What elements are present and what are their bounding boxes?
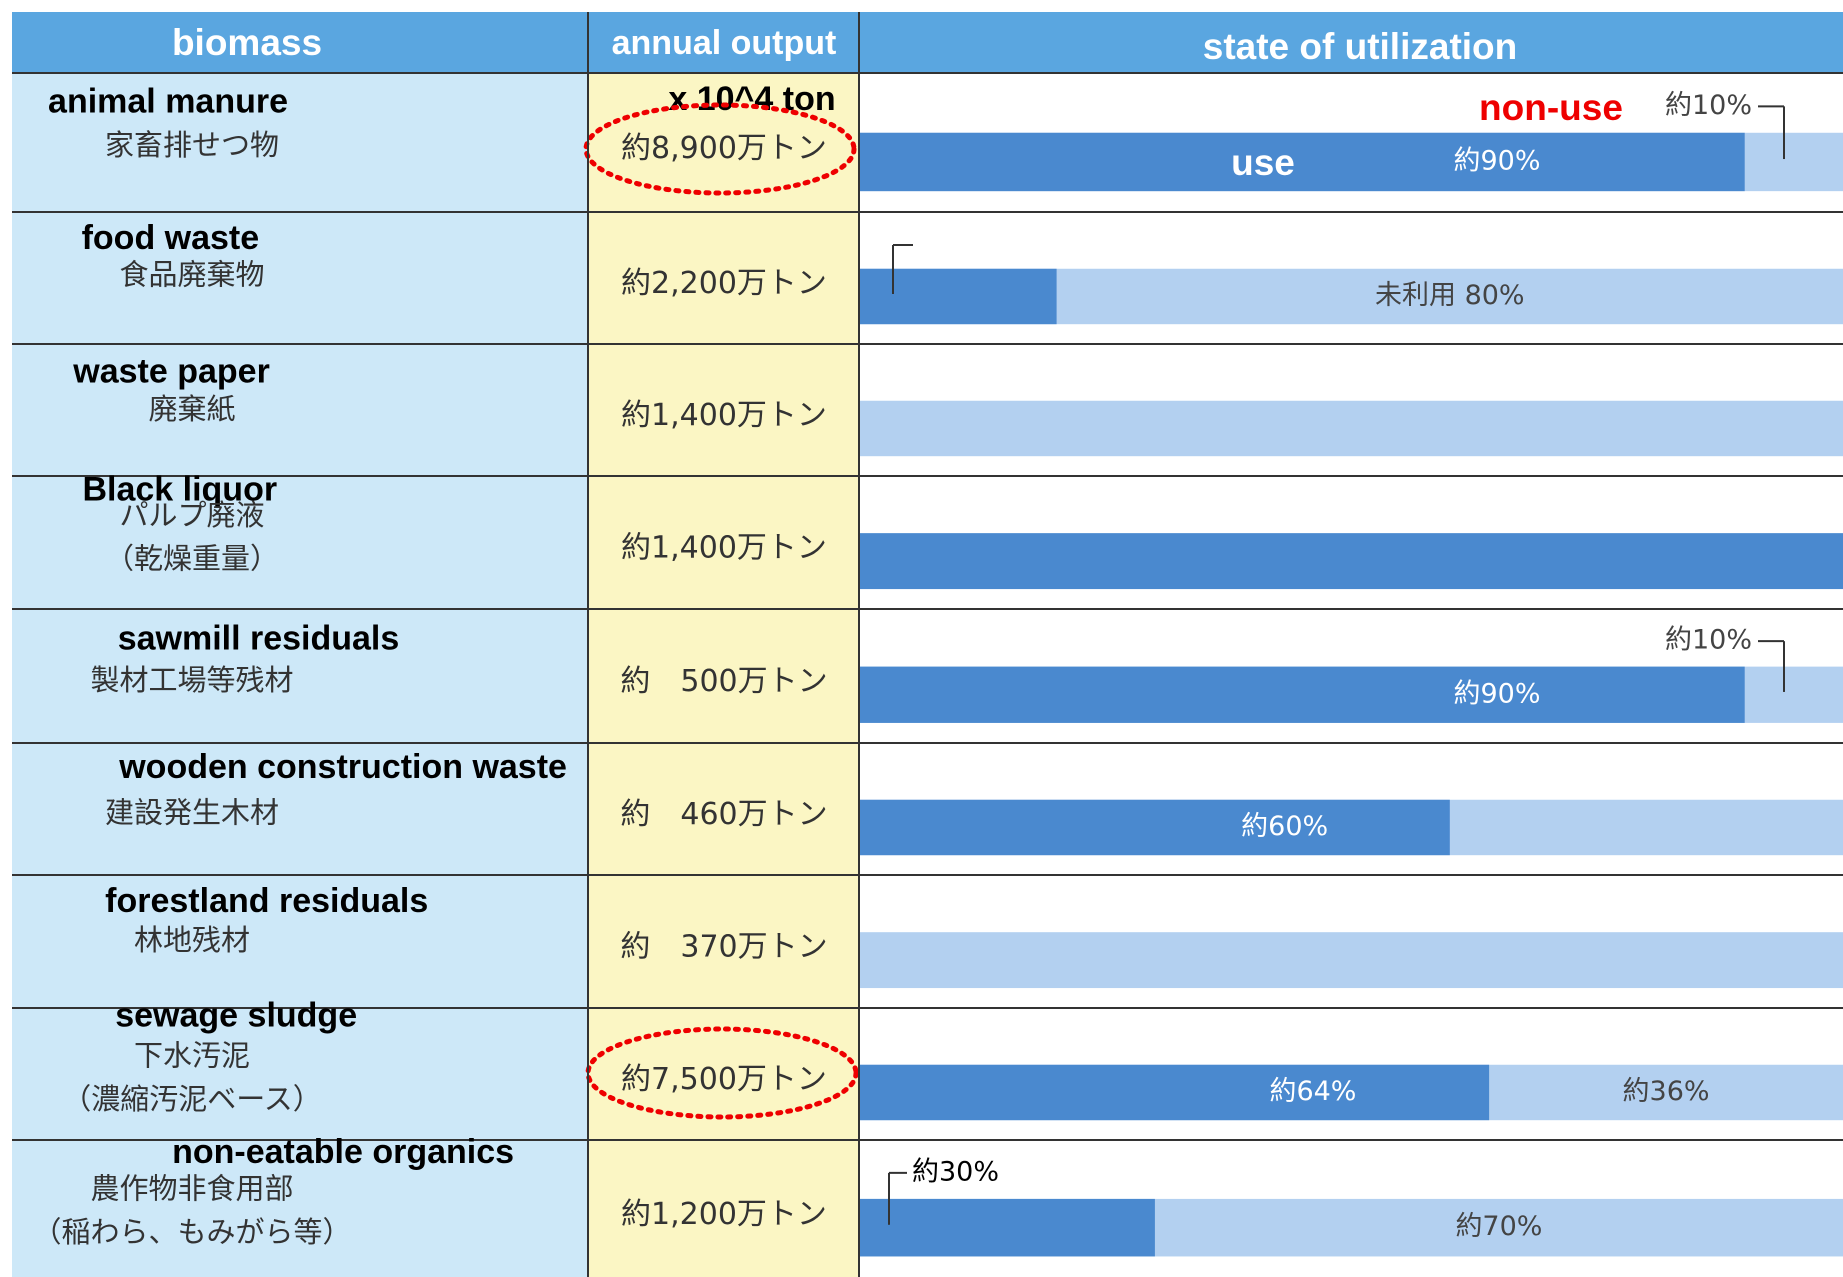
use-value-label: 約90% bbox=[1453, 145, 1540, 176]
biomass-japanese: パルプ廃液 bbox=[119, 498, 264, 532]
use-bar bbox=[860, 800, 1450, 855]
biomass-english: forestland residuals bbox=[105, 882, 428, 920]
biomass-english: waste paper bbox=[72, 352, 270, 390]
annual-output: 約1,400万トン bbox=[621, 398, 827, 433]
non-use-bar bbox=[860, 401, 1843, 456]
biomass-japanese: 食品廃棄物 bbox=[119, 258, 264, 292]
use-bar bbox=[860, 1199, 1155, 1257]
biomass-japanese: 林地残材 bbox=[134, 923, 250, 957]
non-use-value-label: 未利用 80% bbox=[1375, 280, 1525, 311]
annual-output: 約2,200万トン bbox=[621, 266, 827, 301]
biomass-english: sawmill residuals bbox=[118, 620, 400, 658]
biomass-japanese: 建設発生木材 bbox=[105, 796, 279, 830]
note-label: 約30% bbox=[912, 1156, 999, 1187]
biomass-japanese: 廃棄紙 bbox=[148, 392, 235, 426]
header-biomass: biomass bbox=[172, 22, 322, 63]
biomass-english: non-eatable organics bbox=[172, 1133, 514, 1171]
header-state: state of utilization bbox=[1203, 26, 1518, 67]
use-label: use bbox=[1231, 142, 1295, 183]
annual-output: 約 500万トン bbox=[620, 664, 827, 699]
biomass-japanese: 下水汚泥 bbox=[134, 1038, 250, 1072]
biomass-english: wooden construction waste bbox=[118, 748, 567, 786]
annual-output: 約 370万トン bbox=[620, 930, 827, 965]
chart: biomass annual output state of utilizati… bbox=[0, 0, 1843, 1277]
biomass-japanese: 家畜排せつ物 bbox=[105, 128, 279, 162]
use-bar bbox=[860, 1065, 1489, 1120]
biomass-japanese: 製材工場等残材 bbox=[90, 663, 293, 697]
biomass-english: animal manure bbox=[48, 83, 288, 121]
use-bar bbox=[860, 133, 1745, 191]
annual-output: 約8,900万トン bbox=[621, 131, 827, 166]
biomass-english: food waste bbox=[82, 219, 260, 257]
use-bar bbox=[860, 269, 1057, 324]
rows: animal manure家畜排せつ物約8,900万トン約90%約10%food… bbox=[12, 73, 1843, 1277]
use-bar bbox=[860, 533, 1843, 589]
use-value-label: 約60% bbox=[1241, 811, 1328, 842]
biomass-japanese: （乾燥重量） bbox=[105, 542, 279, 576]
non-use-value-label: 約70% bbox=[1455, 1211, 1542, 1242]
use-value-label: 約90% bbox=[1453, 678, 1540, 709]
annual-output: 約 460万トン bbox=[620, 797, 827, 832]
header-output: annual output bbox=[612, 24, 837, 62]
note-label: 約10% bbox=[1665, 625, 1752, 656]
biomass-japanese: （稲わら、もみがら等） bbox=[32, 1215, 351, 1249]
use-value-label: 約64% bbox=[1269, 1076, 1356, 1107]
note-label: 約10% bbox=[1665, 90, 1752, 121]
non-use-label: non-use bbox=[1479, 87, 1623, 128]
biomass-english: sewage sludge bbox=[115, 996, 357, 1034]
unit-note: x 10^4 ton bbox=[668, 80, 835, 118]
use-bar bbox=[860, 667, 1745, 723]
biomass-japanese: 農作物非食用部 bbox=[90, 1172, 293, 1206]
annual-output: 約1,400万トン bbox=[621, 531, 827, 566]
non-use-value-label: 約36% bbox=[1623, 1076, 1710, 1107]
annual-output: 約1,200万トン bbox=[621, 1197, 827, 1232]
annual-output: 約7,500万トン bbox=[621, 1062, 827, 1097]
biomass-japanese: （濃縮汚泥ベース） bbox=[62, 1082, 322, 1116]
non-use-bar bbox=[860, 932, 1843, 988]
